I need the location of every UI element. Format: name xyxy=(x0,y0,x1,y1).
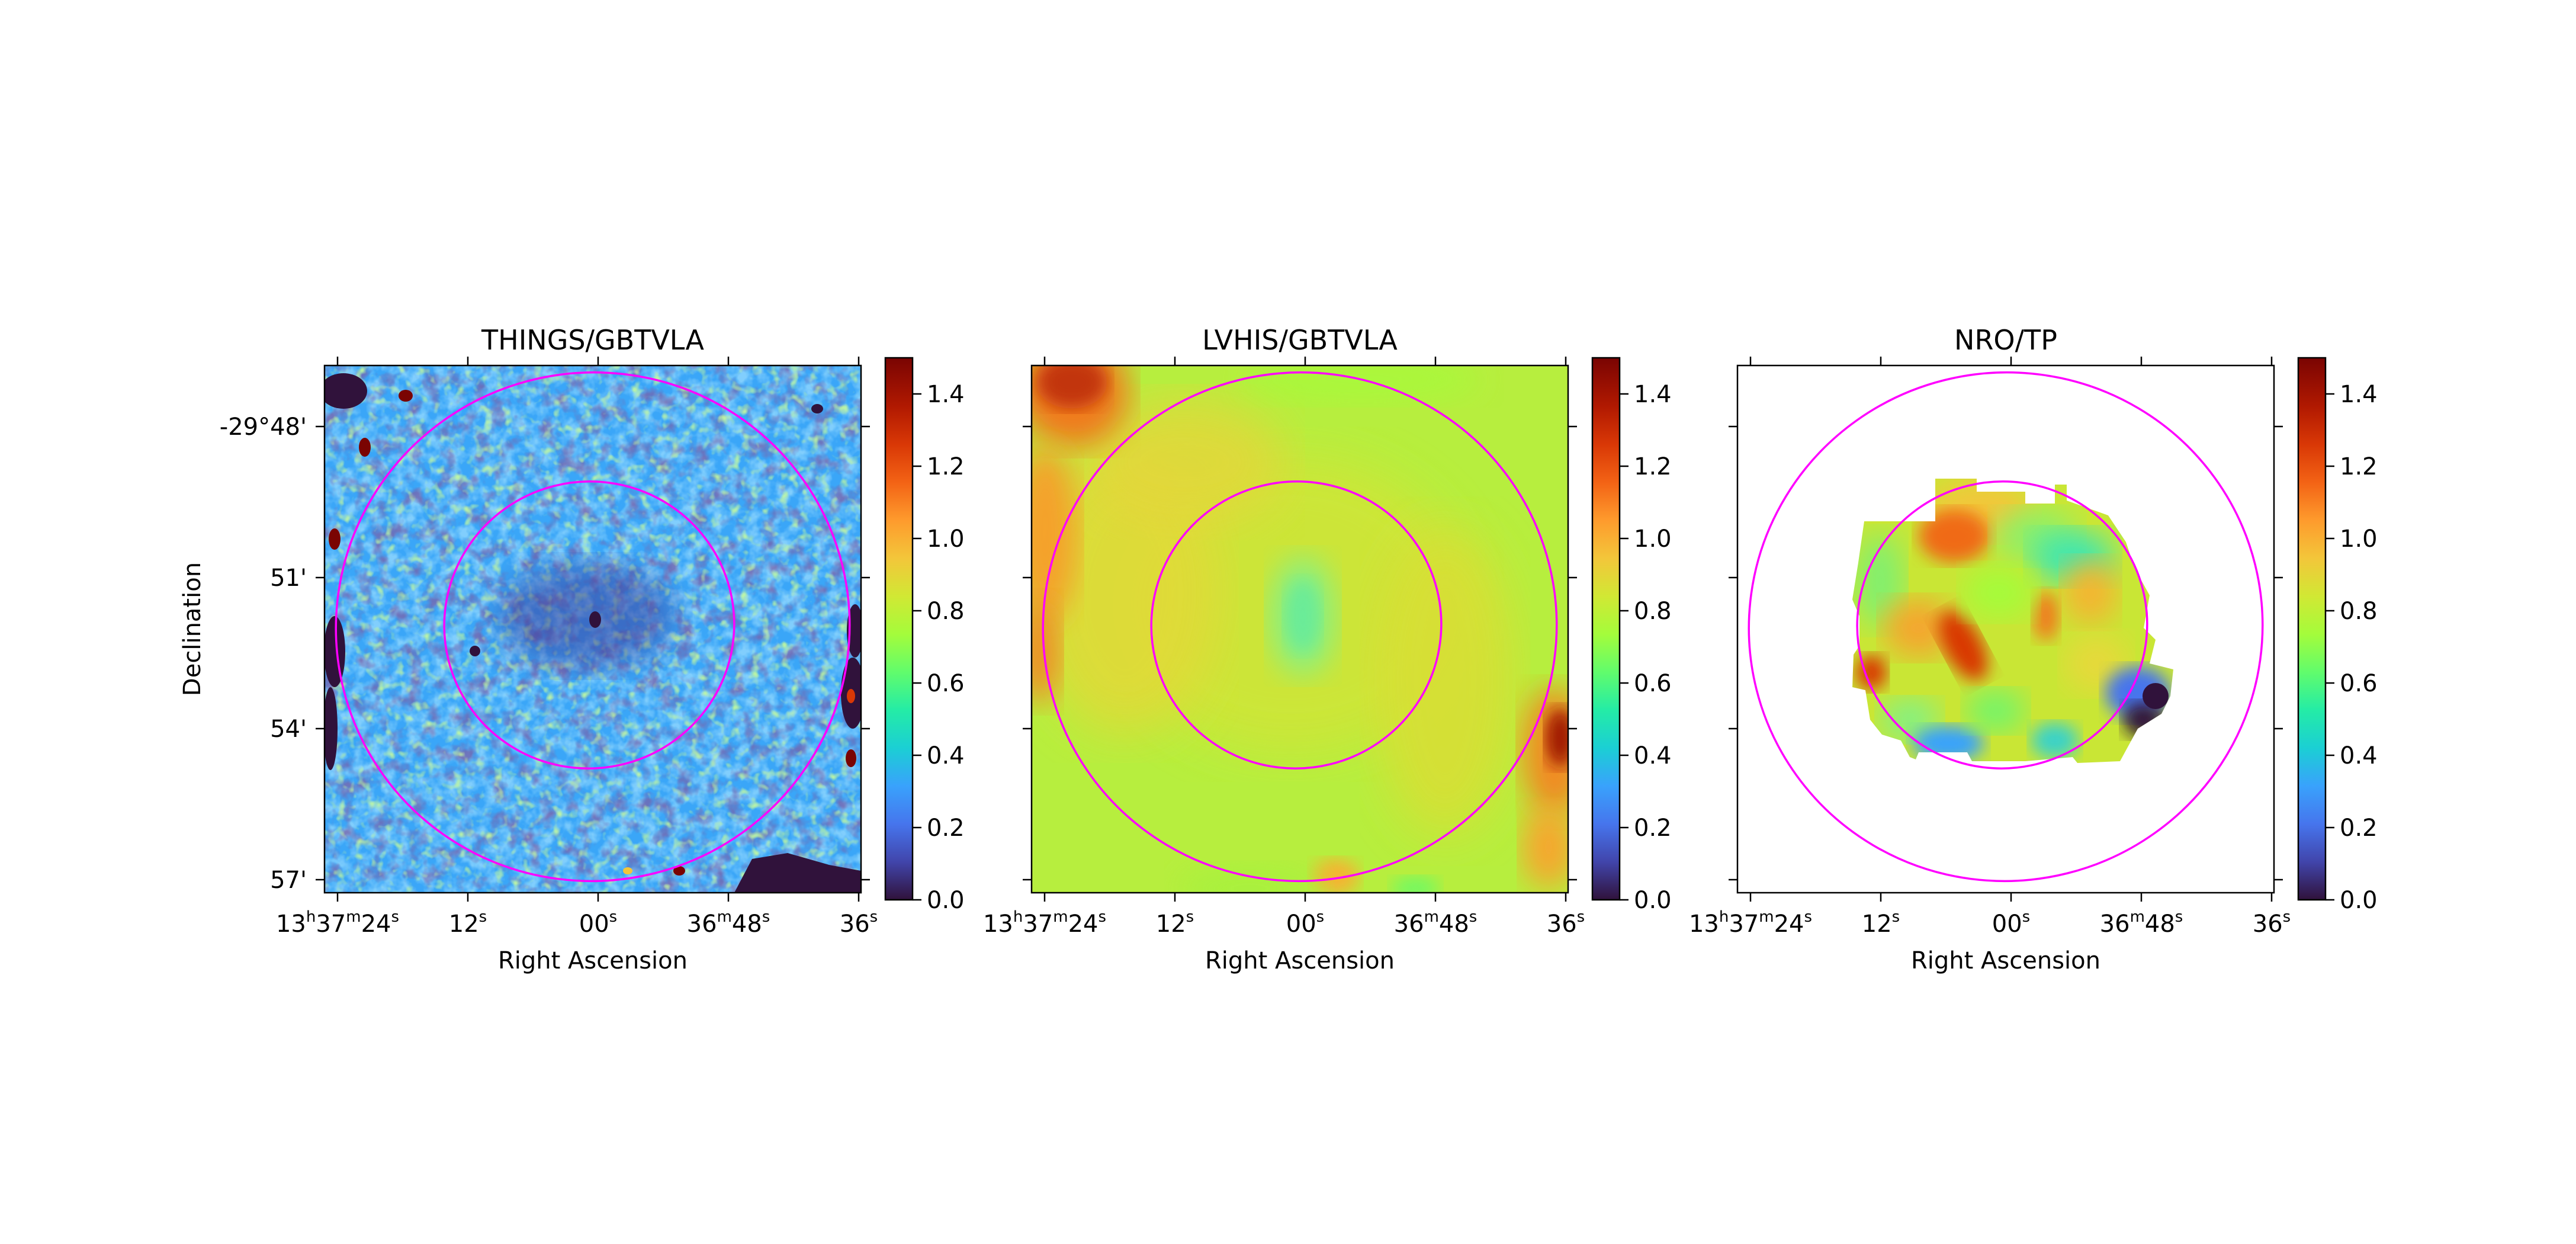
panel-lvhis: LVHIS/GBTVLA Right Ascension 13h37m24s 1… xyxy=(983,324,1585,974)
panel-things: THINGS/GBTVLA Right Ascension Declinatio… xyxy=(179,324,878,974)
x-tick-label: 12s xyxy=(1862,908,1900,938)
colorbar-things: 0.0 0.2 0.4 0.6 0.8 1.0 1.2 1.4 xyxy=(884,357,965,914)
y-axis-label: Declination xyxy=(179,562,206,696)
ellipse-overlays-things xyxy=(335,371,851,883)
colorbar-tick-label: 1.2 xyxy=(1634,453,1672,480)
colorbar-lvhis: 0.0 0.2 0.4 0.6 0.8 1.0 1.2 1.4 xyxy=(1591,357,1672,914)
colorbar-tick-label: 1.4 xyxy=(1634,381,1672,408)
colorbar-tick-label: 1.0 xyxy=(2340,525,2378,553)
inner-ellipse xyxy=(1856,480,2148,770)
x-tick-label: 12s xyxy=(1156,908,1194,938)
colorbar-tick-label: 1.4 xyxy=(927,381,965,408)
colorbar-tick-label: 0.4 xyxy=(1634,742,1672,770)
x-axis-label: Right Ascension xyxy=(498,947,688,974)
colorbar-nro: 0.0 0.2 0.4 0.6 0.8 1.0 1.2 1.4 xyxy=(2297,357,2378,914)
x-tick-label: 36m48s xyxy=(687,908,770,938)
heatmap-nro xyxy=(1737,365,2274,893)
x-tick-label: 36s xyxy=(1547,908,1585,938)
colorbar-tick-label: 0.4 xyxy=(927,742,965,770)
x-tick-label: 12s xyxy=(449,908,487,938)
inner-ellipse xyxy=(443,480,735,770)
outer-ellipse xyxy=(335,371,851,883)
colorbar-tick-label: 1.2 xyxy=(927,453,965,480)
colorbar-tick-label: 0.6 xyxy=(1634,670,1672,697)
panel-nro: NRO/TP Right Ascension 13h37m24s 12s 00s… xyxy=(1689,324,2291,974)
x-axis-label: Right Ascension xyxy=(1205,947,1395,974)
x-tick-label: 13h37m24s xyxy=(983,908,1106,938)
x-axis-label: Right Ascension xyxy=(1911,947,2100,974)
ellipse-overlays-nro xyxy=(1748,371,2264,883)
outer-ellipse xyxy=(1042,371,1558,883)
x-tick-label: 13h37m24s xyxy=(1689,908,1812,938)
x-tick-label: 36m48s xyxy=(2100,908,2183,938)
x-tick-label: 00s xyxy=(1286,908,1324,938)
colorbar-tick-label: 0.0 xyxy=(2340,887,2378,914)
x-tick-label: 00s xyxy=(579,908,617,938)
colorbar-tick-label: 1.2 xyxy=(2340,453,2378,480)
y-tick-label: -29°48' xyxy=(220,413,307,441)
x-tick-label: 36s xyxy=(2253,908,2291,938)
colorbar-tick-label: 1.4 xyxy=(2340,381,2378,408)
colorbar-tick-label: 1.0 xyxy=(1634,525,1672,553)
colorbar-tick-label: 0.6 xyxy=(927,670,965,697)
colorbar-tick-label: 0.4 xyxy=(2340,742,2378,770)
colorbar-tick-label: 0.0 xyxy=(1634,887,1672,914)
heatmap-things xyxy=(325,365,861,893)
panel-title: THINGS/GBTVLA xyxy=(481,324,704,356)
heatmap-lvhis xyxy=(1032,365,1568,893)
x-tick-label: 36s xyxy=(840,908,878,938)
colorbar-tick-label: 0.2 xyxy=(927,815,965,842)
y-tick-label: 51' xyxy=(270,565,307,592)
colorbar-tick-label: 0.8 xyxy=(927,598,965,625)
x-tick-label: 00s xyxy=(1992,908,2030,938)
x-tick-label: 13h37m24s xyxy=(276,908,399,938)
colorbar-tick-label: 1.0 xyxy=(927,525,965,553)
colorbar-tick-label: 0.6 xyxy=(2340,670,2378,697)
colorbar-tick-label: 0.2 xyxy=(2340,815,2378,842)
colorbar-tick-label: 0.0 xyxy=(927,887,965,914)
y-tick-label: 54' xyxy=(270,716,307,743)
y-tick-label: 57' xyxy=(270,867,307,894)
colorbar-tick-label: 0.8 xyxy=(2340,598,2378,625)
panel-title: LVHIS/GBTVLA xyxy=(1202,324,1398,356)
colorbar-tick-label: 0.2 xyxy=(1634,815,1672,842)
inner-ellipse xyxy=(1150,480,1443,770)
ellipse-overlays-lvhis xyxy=(1042,371,1558,883)
x-tick-label: 36m48s xyxy=(1394,908,1477,938)
colorbar-tick-label: 0.8 xyxy=(1634,598,1672,625)
outer-ellipse xyxy=(1748,371,2264,883)
panel-title: NRO/TP xyxy=(1954,324,2057,356)
